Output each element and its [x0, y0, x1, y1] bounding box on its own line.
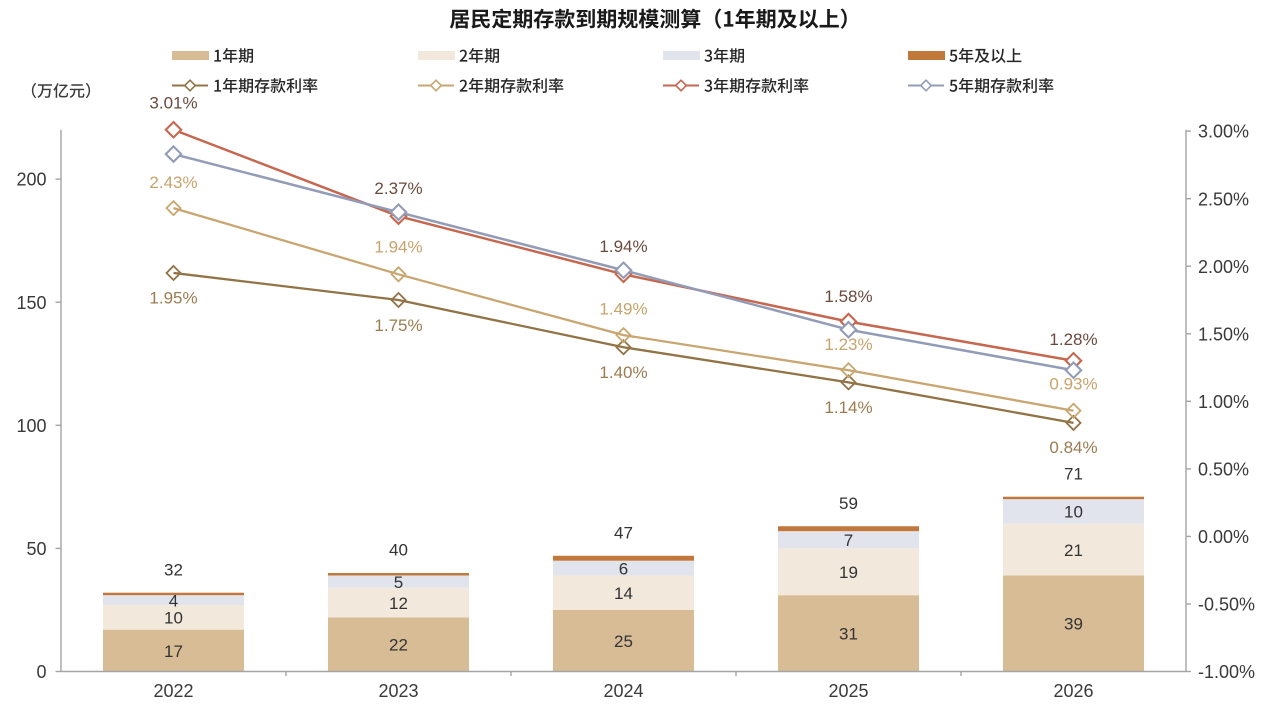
svg-text:10: 10 — [164, 609, 183, 628]
svg-text:2.00%: 2.00% — [1198, 257, 1249, 277]
svg-text:14: 14 — [614, 584, 633, 603]
svg-text:1.14%: 1.14% — [824, 398, 872, 417]
svg-text:2024: 2024 — [603, 681, 643, 701]
svg-text:200: 200 — [16, 170, 46, 190]
svg-text:22: 22 — [389, 636, 408, 655]
svg-text:50: 50 — [26, 539, 46, 559]
svg-text:-0.50%: -0.50% — [1198, 595, 1255, 615]
svg-text:32: 32 — [164, 560, 183, 579]
svg-text:150: 150 — [16, 293, 46, 313]
svg-text:25: 25 — [614, 632, 633, 651]
svg-text:40: 40 — [389, 541, 408, 560]
svg-text:2025: 2025 — [828, 681, 868, 701]
svg-text:31: 31 — [839, 625, 858, 644]
svg-text:3.01%: 3.01% — [149, 94, 197, 113]
svg-text:3.00%: 3.00% — [1198, 122, 1249, 142]
svg-text:71: 71 — [1064, 464, 1083, 483]
svg-text:1.75%: 1.75% — [374, 316, 422, 335]
svg-text:0.00%: 0.00% — [1198, 527, 1249, 547]
svg-text:0.50%: 0.50% — [1198, 460, 1249, 480]
svg-text:1.40%: 1.40% — [599, 363, 647, 382]
svg-text:1.95%: 1.95% — [149, 289, 197, 308]
svg-text:0.84%: 0.84% — [1049, 438, 1097, 457]
svg-text:7: 7 — [844, 531, 853, 550]
svg-text:5: 5 — [394, 573, 403, 592]
svg-text:-1.00%: -1.00% — [1198, 662, 1255, 682]
svg-text:2023: 2023 — [378, 681, 418, 701]
svg-text:0.93%: 0.93% — [1049, 375, 1097, 394]
svg-text:1.94%: 1.94% — [599, 237, 647, 256]
svg-text:1.49%: 1.49% — [599, 300, 647, 319]
svg-text:2.37%: 2.37% — [374, 179, 422, 198]
svg-text:21: 21 — [1064, 541, 1083, 560]
svg-text:0: 0 — [36, 662, 46, 682]
svg-text:100: 100 — [16, 416, 46, 436]
svg-text:1.00%: 1.00% — [1198, 392, 1249, 412]
svg-text:10: 10 — [1064, 503, 1083, 522]
svg-text:17: 17 — [164, 642, 183, 661]
svg-text:1.58%: 1.58% — [824, 287, 872, 306]
svg-text:6: 6 — [619, 559, 628, 578]
svg-text:39: 39 — [1064, 615, 1083, 634]
svg-text:2026: 2026 — [1053, 681, 1093, 701]
svg-text:1.94%: 1.94% — [374, 237, 422, 256]
svg-text:2.43%: 2.43% — [149, 173, 197, 192]
svg-text:47: 47 — [614, 524, 633, 543]
svg-text:4: 4 — [169, 591, 178, 610]
svg-text:2022: 2022 — [153, 681, 193, 701]
svg-text:1.50%: 1.50% — [1198, 324, 1249, 344]
svg-text:19: 19 — [839, 563, 858, 582]
svg-text:1.23%: 1.23% — [824, 335, 872, 354]
svg-text:1.28%: 1.28% — [1049, 330, 1097, 349]
svg-text:59: 59 — [839, 494, 858, 513]
svg-text:2.50%: 2.50% — [1198, 189, 1249, 209]
svg-text:12: 12 — [389, 594, 408, 613]
